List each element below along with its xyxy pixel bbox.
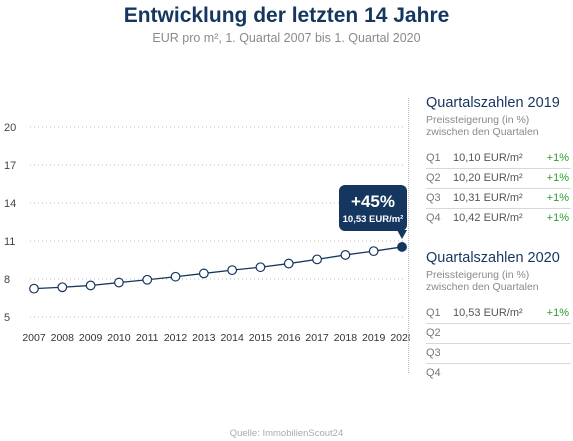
quarter-row: Q1 10,53 EUR/m² +1% xyxy=(426,303,571,324)
data-point xyxy=(340,250,351,260)
y-tick-label: 8 xyxy=(4,274,10,286)
x-tick-label: 2012 xyxy=(164,332,188,344)
panel-subtitle-line: Preissteigerung (in %) xyxy=(426,269,530,281)
chart-title: Entwicklung der letzten 14 Jahre xyxy=(123,4,450,27)
x-tick-label: 2007 xyxy=(22,332,46,344)
data-point xyxy=(312,254,322,265)
data-point xyxy=(57,282,68,293)
quarter-row: Q3 10,31 EUR/m² +1% xyxy=(426,188,571,209)
quarter-label: Q3 xyxy=(426,192,441,204)
y-tick-label: 20 xyxy=(4,122,16,134)
quarter-change: +1% xyxy=(546,152,569,164)
quarter-label: Q4 xyxy=(426,367,441,379)
quarter-price: 10,42 EUR/m² xyxy=(453,212,523,224)
data-point xyxy=(227,265,238,276)
panel-2020: Quartalszahlen 2020 Preissteigerung (in … xyxy=(426,250,571,379)
chart-subtitle: EUR pro m², 1. Quartal 2007 bis 1. Quart… xyxy=(152,31,421,45)
data-point xyxy=(29,283,39,294)
quarter-label: Q4 xyxy=(426,212,441,224)
callout-pointer xyxy=(397,229,407,239)
callout-percent: +45% xyxy=(351,192,395,211)
quarter-label: Q1 xyxy=(426,307,441,319)
quarter-label: Q2 xyxy=(426,327,441,339)
panel-title-2020: Quartalszahlen 2020 xyxy=(426,250,560,266)
quarter-row: Q3 xyxy=(426,343,571,364)
quarter-row: Q2 10,20 EUR/m² +1% xyxy=(426,168,571,189)
quarter-row: Q4 10,42 EUR/m² +1% xyxy=(426,208,571,228)
x-tick-label: 2019 xyxy=(362,332,386,344)
data-point xyxy=(368,246,379,257)
data-point xyxy=(283,258,294,269)
data-point xyxy=(142,274,153,285)
quarter-price: 10,31 EUR/m² xyxy=(453,192,523,204)
panel-subtitle-line: zwischen den Quartalen xyxy=(426,126,539,138)
data-point xyxy=(170,271,181,282)
quarter-price: 10,53 EUR/m² xyxy=(453,307,523,319)
highlight-point xyxy=(397,242,407,252)
source-note: Quelle: ImmobilienScout24 xyxy=(229,428,344,439)
quarter-label: Q2 xyxy=(426,172,441,184)
x-tick-label: 2013 xyxy=(192,332,216,344)
quarter-change: +1% xyxy=(546,307,569,319)
x-tick-label: 2010 xyxy=(107,332,131,344)
quarter-change: +1% xyxy=(546,212,569,224)
x-tick-label: 2009 xyxy=(79,332,103,344)
quarter-row: Q1 10,10 EUR/m² +1% xyxy=(426,148,571,169)
y-tick-label: 17 xyxy=(4,160,16,172)
panel-subtitle-line: zwischen den Quartalen xyxy=(426,281,539,293)
callout-value: 10,53 EUR/m² xyxy=(343,214,404,225)
data-point xyxy=(114,277,124,288)
quarter-row: Q2 xyxy=(426,323,571,344)
quarter-price: 10,20 EUR/m² xyxy=(453,172,523,184)
x-tick-label: 2011 xyxy=(136,332,159,344)
x-tick-label: 2017 xyxy=(305,332,329,344)
panel-subtitle-2019: Preissteigerung (in %) zwischen den Quar… xyxy=(426,114,571,138)
x-tick-label: 2016 xyxy=(277,332,301,344)
panel-2019: Quartalszahlen 2019 Preissteigerung (in … xyxy=(426,95,571,224)
panel-title-2019: Quartalszahlen 2019 xyxy=(426,95,560,111)
x-tick-label: 2014 xyxy=(220,332,244,344)
panel-subtitle-line: Preissteigerung (in %) xyxy=(426,114,530,126)
data-point xyxy=(85,280,96,291)
quarter-label: Q1 xyxy=(426,152,441,164)
y-tick-label: 11 xyxy=(4,236,15,248)
quarter-change: +1% xyxy=(546,172,569,184)
quarter-price: 10,10 EUR/m² xyxy=(453,152,523,164)
y-tick-label: 14 xyxy=(4,198,16,210)
callout-box xyxy=(339,184,407,231)
quarter-row: Q4 xyxy=(426,363,571,383)
quarter-label: Q3 xyxy=(426,347,441,359)
panel-subtitle-2020: Preissteigerung (in %) zwischen den Quar… xyxy=(426,269,571,293)
x-tick-label: 2018 xyxy=(334,332,358,344)
x-tick-label: 2020 xyxy=(390,332,410,344)
quarter-change: +1% xyxy=(546,192,569,204)
panel-divider xyxy=(408,98,409,373)
y-tick-label: 5 xyxy=(4,312,10,324)
data-point xyxy=(255,262,266,273)
data-point xyxy=(198,268,209,279)
price-line-chart: 5 8 11 14 17 20 2007 2008 2009 2010 2011 2012 2013 20… xyxy=(4,122,410,344)
x-tick-label: 2015 xyxy=(249,332,273,344)
x-tick-label: 2008 xyxy=(51,332,75,344)
